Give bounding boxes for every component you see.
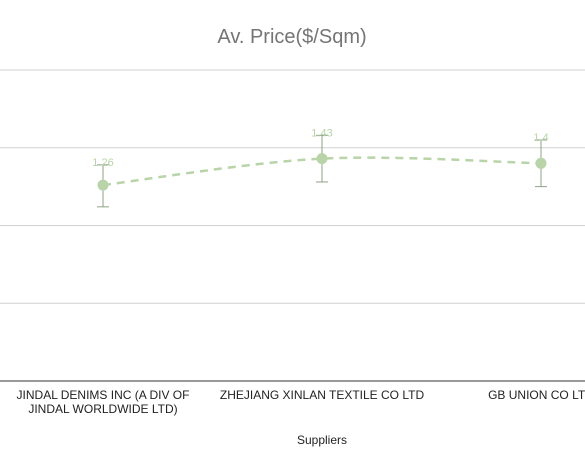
data-point [535,157,547,169]
x-tick-label-line: JINDAL WORLDWIDE LTD) [28,402,177,416]
data-label: 1.43 [311,127,332,139]
x-axis-title: Suppliers [297,433,347,447]
data-point [316,153,328,165]
x-tick-label-line: GB UNION CO LTD [488,388,585,402]
x-tick-label-line: JINDAL DENIMS INC (A DIV OF [17,388,190,402]
x-tick-label-line: ZHEJIANG XINLAN TEXTILE CO LTD [220,388,425,402]
x-tick-label: JINDAL DENIMS INC (A DIV OF JINDAL WORLDW… [17,388,190,416]
chart-title: Av. Price($/Sqm) [217,26,366,48]
data-label: 1.4 [533,132,548,144]
x-tick-labels: JINDAL DENIMS INC (A DIV OF JINDAL WORLDW… [17,388,585,416]
x-tick-label: ZHEJIANG XINLAN TEXTILE CO LTD [220,388,425,402]
data-point [97,179,109,191]
x-tick-label: GB UNION CO LTD [488,388,585,402]
series-layer: 1.26 1.43 1.4 [92,127,549,208]
data-label: 1.26 [92,157,113,169]
gridlines [0,69,585,304]
